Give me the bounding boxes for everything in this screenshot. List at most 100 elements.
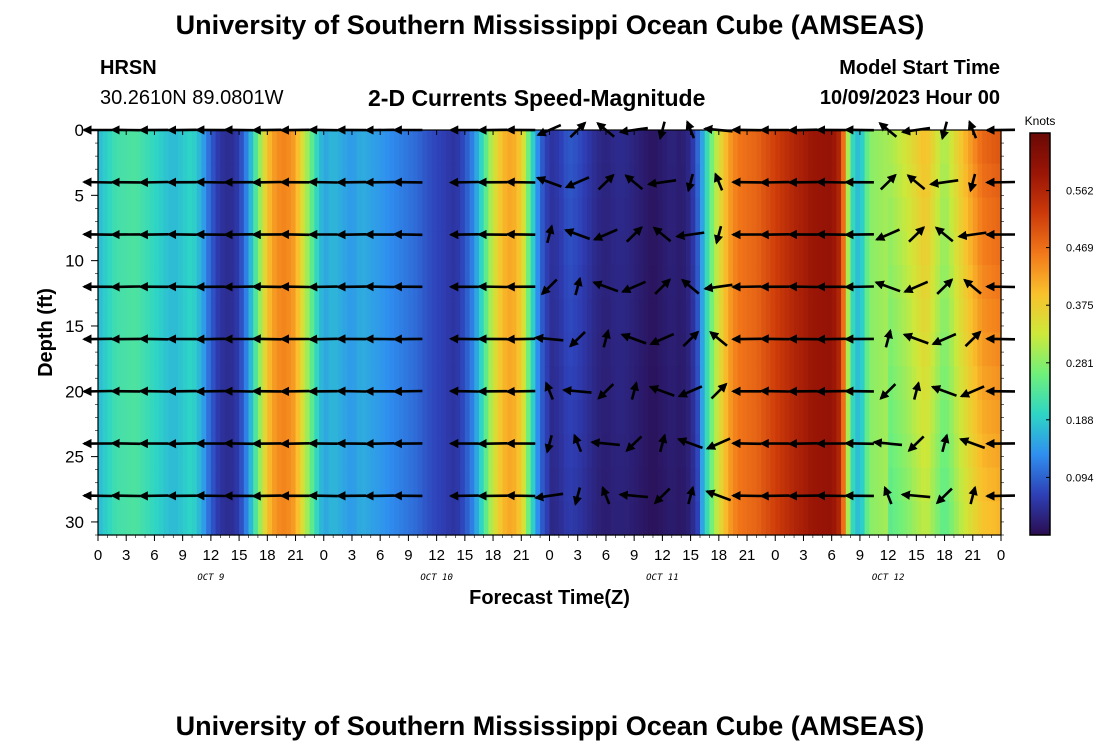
heatmap-cell — [450, 265, 457, 300]
heatmap-cell — [107, 298, 113, 334]
heatmap-cell — [126, 163, 132, 199]
heatmap-cell — [808, 130, 814, 165]
heatmap-cell — [667, 130, 673, 165]
heatmap-cell — [695, 265, 701, 300]
heatmap-cell — [573, 298, 579, 334]
heatmap-cell — [841, 332, 847, 367]
heatmap-cell — [968, 501, 974, 536]
heatmap-cell — [493, 265, 499, 300]
heatmap-cell — [507, 130, 513, 165]
heatmap-cell — [690, 433, 696, 469]
heatmap-cell — [224, 400, 231, 435]
heatmap-cell — [112, 130, 118, 165]
heatmap-cell — [187, 467, 193, 502]
heatmap-cell — [370, 231, 377, 266]
heatmap-cell — [422, 163, 428, 199]
heatmap-cell — [676, 197, 682, 232]
heatmap-cell — [662, 467, 668, 502]
current-vector-arrow — [654, 278, 672, 295]
heatmap-cell — [210, 332, 217, 367]
heatmap-cell — [652, 366, 659, 401]
heatmap-cell — [986, 433, 993, 469]
heatmap-cell — [493, 231, 499, 266]
heatmap-cell — [747, 366, 753, 401]
heatmap-cell — [483, 433, 489, 469]
heatmap-cell — [874, 433, 880, 469]
heatmap-cell — [789, 298, 795, 334]
heatmap-cell — [605, 501, 612, 536]
heatmap-cell — [295, 265, 301, 300]
heatmap-cell — [116, 332, 123, 367]
heatmap-cell — [248, 130, 254, 165]
heatmap-cell — [700, 400, 706, 435]
heatmap-cell — [921, 400, 927, 435]
page-title: University of Southern Mississippi Ocean… — [175, 10, 925, 40]
heatmap-cell — [921, 163, 927, 199]
heatmap-cell — [159, 400, 165, 435]
heatmap-cell — [257, 501, 264, 536]
heatmap-cell — [944, 231, 950, 266]
heatmap-cell — [803, 298, 809, 334]
heatmap-cell — [511, 298, 518, 334]
heatmap-cell — [441, 197, 447, 232]
heatmap-cell — [112, 501, 118, 536]
heatmap-cell — [248, 197, 254, 232]
heatmap-cell — [342, 298, 348, 334]
heatmap-cell — [530, 298, 536, 334]
heatmap-cell — [511, 433, 518, 469]
heatmap-cell — [417, 197, 424, 232]
heatmap-cell — [384, 467, 391, 502]
heatmap-cell — [525, 130, 532, 165]
heatmap-cell — [695, 130, 701, 165]
heatmap-cell — [229, 197, 235, 232]
heatmap-cell — [737, 501, 743, 536]
heatmap-cell — [812, 197, 819, 232]
heatmap-cell — [704, 197, 710, 232]
heatmap-cell — [732, 265, 739, 300]
heatmap-cell — [577, 298, 584, 334]
heatmap-cell — [836, 231, 842, 266]
heatmap-cell — [775, 231, 781, 266]
heatmap-cell — [431, 332, 438, 367]
heatmap-cell — [525, 366, 532, 401]
heatmap-cell — [351, 501, 358, 536]
heatmap-cell — [817, 298, 823, 334]
heatmap-cell — [558, 467, 565, 502]
heatmap-cell — [648, 130, 654, 165]
heatmap-cell — [431, 366, 438, 401]
heatmap-cell — [220, 332, 226, 367]
heatmap-cell — [902, 231, 908, 266]
heatmap-cell — [126, 467, 132, 502]
heatmap-cell — [869, 332, 875, 367]
heatmap-cell — [958, 400, 964, 435]
heatmap-cell — [902, 197, 908, 232]
heatmap-cell — [775, 163, 781, 199]
heatmap-cell — [568, 433, 574, 469]
heatmap-cell — [596, 130, 602, 165]
heatmap-cell — [525, 265, 532, 300]
heatmap-cell — [436, 332, 442, 367]
heatmap-cell — [558, 197, 565, 232]
current-vector-arrow — [646, 178, 677, 188]
heatmap-cell — [751, 433, 758, 469]
current-vector-arrow — [505, 334, 536, 344]
heatmap-cell — [892, 231, 899, 266]
heatmap-cell — [187, 400, 193, 435]
heatmap-cell — [892, 130, 899, 165]
heatmap-cell — [982, 433, 988, 469]
heatmap-cell — [732, 501, 739, 536]
heatmap-cell — [714, 332, 720, 367]
heatmap-cell — [102, 130, 108, 165]
heatmap-cell — [676, 231, 682, 266]
heatmap-cell — [582, 467, 588, 502]
heatmap-cell — [229, 163, 235, 199]
heatmap-cell — [224, 265, 231, 300]
heatmap-cell — [535, 467, 541, 502]
heatmap-cell — [351, 433, 358, 469]
heatmap-cell — [413, 332, 419, 367]
heatmap-cell — [145, 467, 151, 502]
heatmap-cell — [747, 433, 753, 469]
heatmap-cell — [798, 332, 805, 367]
heatmap-cell — [751, 231, 758, 266]
heatmap-cell — [596, 197, 602, 232]
